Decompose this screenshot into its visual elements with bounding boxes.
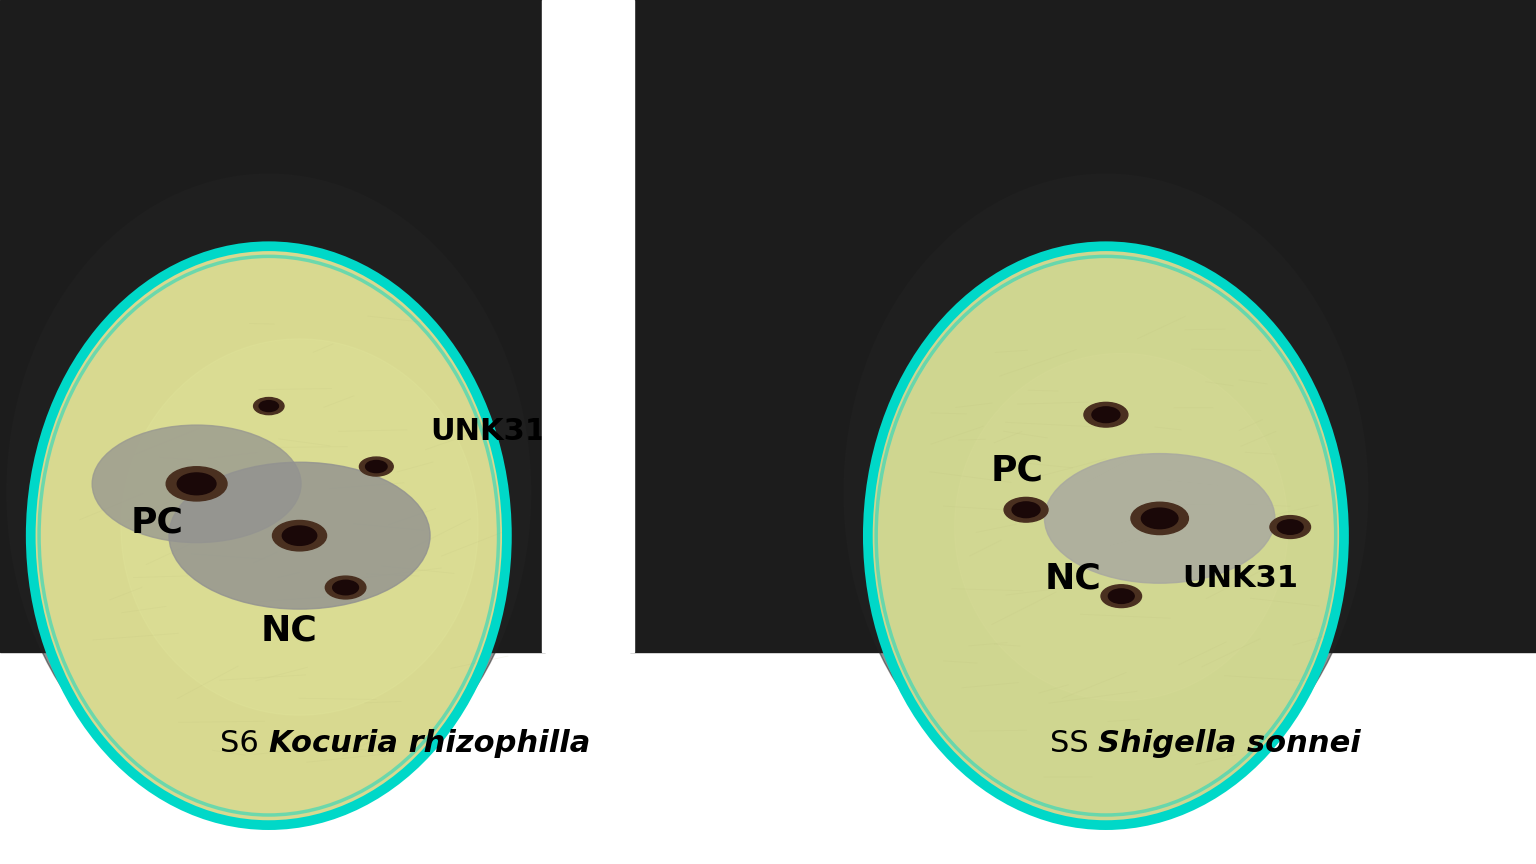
Ellipse shape (326, 576, 366, 599)
Ellipse shape (1101, 585, 1141, 607)
Text: PC: PC (991, 454, 1043, 488)
Ellipse shape (1084, 403, 1127, 427)
Ellipse shape (1005, 498, 1048, 522)
Bar (542, 0, 634, 652)
Ellipse shape (954, 353, 1287, 701)
Ellipse shape (260, 401, 278, 411)
Ellipse shape (143, 382, 395, 689)
Ellipse shape (177, 473, 217, 495)
Bar (0, 652, 1536, 864)
Bar (0, 0, 545, 652)
Ellipse shape (166, 467, 227, 501)
Ellipse shape (31, 246, 507, 825)
Ellipse shape (1130, 502, 1189, 535)
Text: UNK31: UNK31 (1183, 564, 1299, 594)
Text: S6: S6 (220, 728, 269, 758)
Text: NC: NC (1044, 562, 1101, 596)
Ellipse shape (333, 581, 358, 594)
Ellipse shape (845, 175, 1367, 810)
Text: UNK31: UNK31 (430, 417, 547, 447)
Text: SS: SS (1049, 728, 1098, 758)
Ellipse shape (1044, 454, 1275, 583)
Ellipse shape (359, 457, 393, 476)
Text: Kocuria rhizophilla: Kocuria rhizophilla (269, 728, 590, 758)
Ellipse shape (1012, 502, 1040, 518)
Bar (630, 0, 1536, 652)
Ellipse shape (92, 425, 301, 543)
Ellipse shape (253, 397, 284, 415)
Ellipse shape (1092, 407, 1120, 422)
Ellipse shape (283, 526, 316, 545)
Text: Shigella sonnei: Shigella sonnei (1098, 728, 1361, 758)
Text: PC: PC (131, 505, 183, 540)
Ellipse shape (121, 339, 478, 715)
Ellipse shape (1270, 516, 1310, 538)
Ellipse shape (1141, 508, 1178, 529)
Text: NC: NC (261, 613, 318, 648)
Ellipse shape (6, 175, 531, 810)
Ellipse shape (1278, 520, 1303, 534)
Ellipse shape (272, 520, 327, 551)
Ellipse shape (366, 461, 387, 473)
Ellipse shape (1109, 589, 1134, 603)
Ellipse shape (868, 246, 1344, 825)
Ellipse shape (169, 462, 430, 609)
Ellipse shape (980, 382, 1232, 689)
